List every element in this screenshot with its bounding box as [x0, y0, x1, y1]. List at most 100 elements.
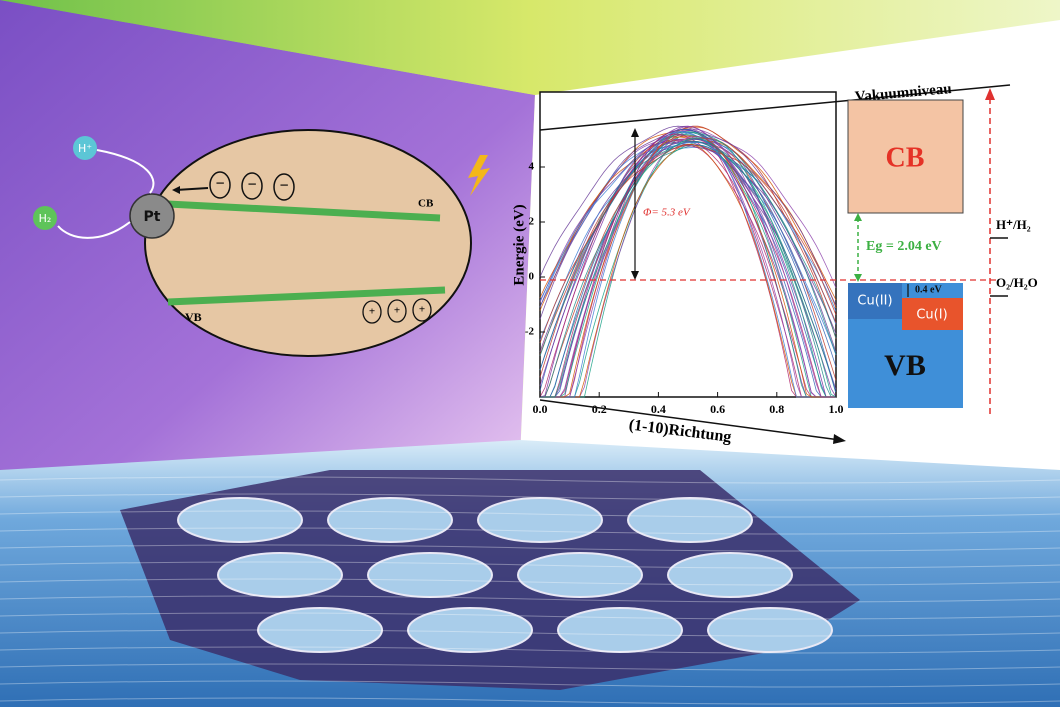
ripple: [0, 595, 1060, 603]
band-curve: [540, 145, 836, 398]
band-curve: [539, 132, 837, 325]
electron: [241, 172, 263, 200]
ticks: 0.0 0.2 0.4 0.6 0.8 1.0 4 2 0 -2: [525, 161, 844, 416]
ripple: [0, 476, 1060, 484]
pore: [627, 497, 753, 543]
y-tick-label: 2: [529, 216, 535, 228]
cu2-label: Cu(II): [857, 294, 892, 309]
hole-sign: +: [369, 306, 375, 318]
arrow-head: [854, 213, 862, 221]
ripple: [0, 493, 1060, 501]
pore: [257, 607, 383, 653]
pt-particle: [129, 193, 175, 239]
arrow-head: [985, 88, 995, 100]
top-band: [0, 0, 1060, 95]
arrow-head: [833, 434, 846, 444]
work-function: Φ= 5.3 eV: [643, 207, 691, 219]
proton-label: H⁺: [78, 142, 92, 155]
y-axis-label: Energie (eV): [511, 204, 527, 285]
vb-band: [167, 286, 446, 306]
pore: [217, 552, 343, 598]
cu1-label: Cu(I): [916, 308, 947, 323]
hole: [362, 300, 382, 324]
ripple: [0, 663, 1060, 671]
x-tick-label: 1.0: [829, 402, 844, 416]
vacuum-line: [539, 84, 1011, 131]
arrow-head: [854, 274, 862, 282]
band-curve: [540, 131, 836, 398]
x-tick-label: 0.8: [769, 402, 784, 416]
cb-label: CB: [418, 198, 434, 210]
cb-box: [847, 99, 964, 214]
pore: [667, 552, 793, 598]
electron: [273, 173, 295, 201]
ripple: [0, 510, 1060, 518]
band-curve: [540, 126, 836, 398]
electron-sign: −: [215, 176, 224, 193]
x-tick-label: 0.6: [710, 402, 725, 416]
cb-label: CB: [886, 142, 925, 173]
ripple: [0, 680, 1060, 688]
ripple: [0, 612, 1060, 620]
pore: [177, 497, 303, 543]
hole-sign: +: [419, 304, 425, 316]
x-tick-label: 0.2: [592, 402, 607, 416]
pore: [707, 607, 833, 653]
band-curves: [539, 125, 837, 398]
light-bolt: [468, 155, 490, 196]
y-tick-label: -2: [525, 326, 535, 338]
ripple: [0, 561, 1060, 569]
pore: [517, 552, 643, 598]
pore: [327, 497, 453, 543]
x-tick-label: 0.4: [651, 402, 666, 416]
band-curve: [540, 136, 836, 398]
arrow-head: [631, 128, 639, 137]
reaction-arrow: [96, 149, 155, 194]
electron: [209, 171, 231, 199]
band-curve: [539, 147, 837, 356]
cu1-level: [902, 298, 963, 330]
band-curve: [539, 133, 837, 371]
band-curve: [540, 144, 837, 398]
ripple: [0, 527, 1060, 535]
band-curve: [540, 131, 836, 398]
water-ripples: [0, 476, 1060, 705]
arrow-head: [631, 271, 639, 280]
x-tick-label: 0.0: [533, 402, 548, 416]
offset-label: 0.4 eV: [915, 284, 942, 295]
pt-label: Pt: [144, 209, 161, 225]
ripple: [0, 629, 1060, 637]
framework-sheet: [120, 470, 860, 690]
hole: [387, 299, 407, 323]
hydrogen: [33, 206, 57, 230]
pore: [477, 497, 603, 543]
y-tick-label: 0: [529, 271, 535, 283]
hole: [412, 298, 432, 322]
charges: − − − + + +: [209, 171, 432, 324]
pore: [557, 607, 683, 653]
ripple: [0, 578, 1060, 586]
hydrogen-label: H₂: [39, 212, 52, 225]
ripple: [0, 697, 1060, 705]
cu2-level: [848, 283, 902, 319]
band-curve: [539, 140, 837, 357]
reaction-arrow: [57, 221, 131, 239]
hole-sign: +: [394, 305, 400, 317]
band-curve: [539, 128, 837, 393]
arrow-head: [172, 186, 180, 194]
electron-sign: −: [247, 177, 256, 194]
h-couple: H⁺/H₂: [996, 217, 1031, 232]
proton: [73, 136, 97, 160]
band-curve: [539, 143, 837, 344]
ripple: [0, 544, 1060, 552]
vb-label: VB: [884, 349, 926, 382]
cb-band: [167, 200, 441, 222]
electron-sign: −: [279, 178, 288, 195]
y-tick-label: 4: [529, 161, 535, 173]
band-curve: [539, 139, 837, 370]
direction-arrow: [539, 399, 841, 441]
band-gap: Eg = 2.04 eV: [866, 239, 942, 254]
band-curve: [539, 125, 837, 306]
pore: [367, 552, 493, 598]
